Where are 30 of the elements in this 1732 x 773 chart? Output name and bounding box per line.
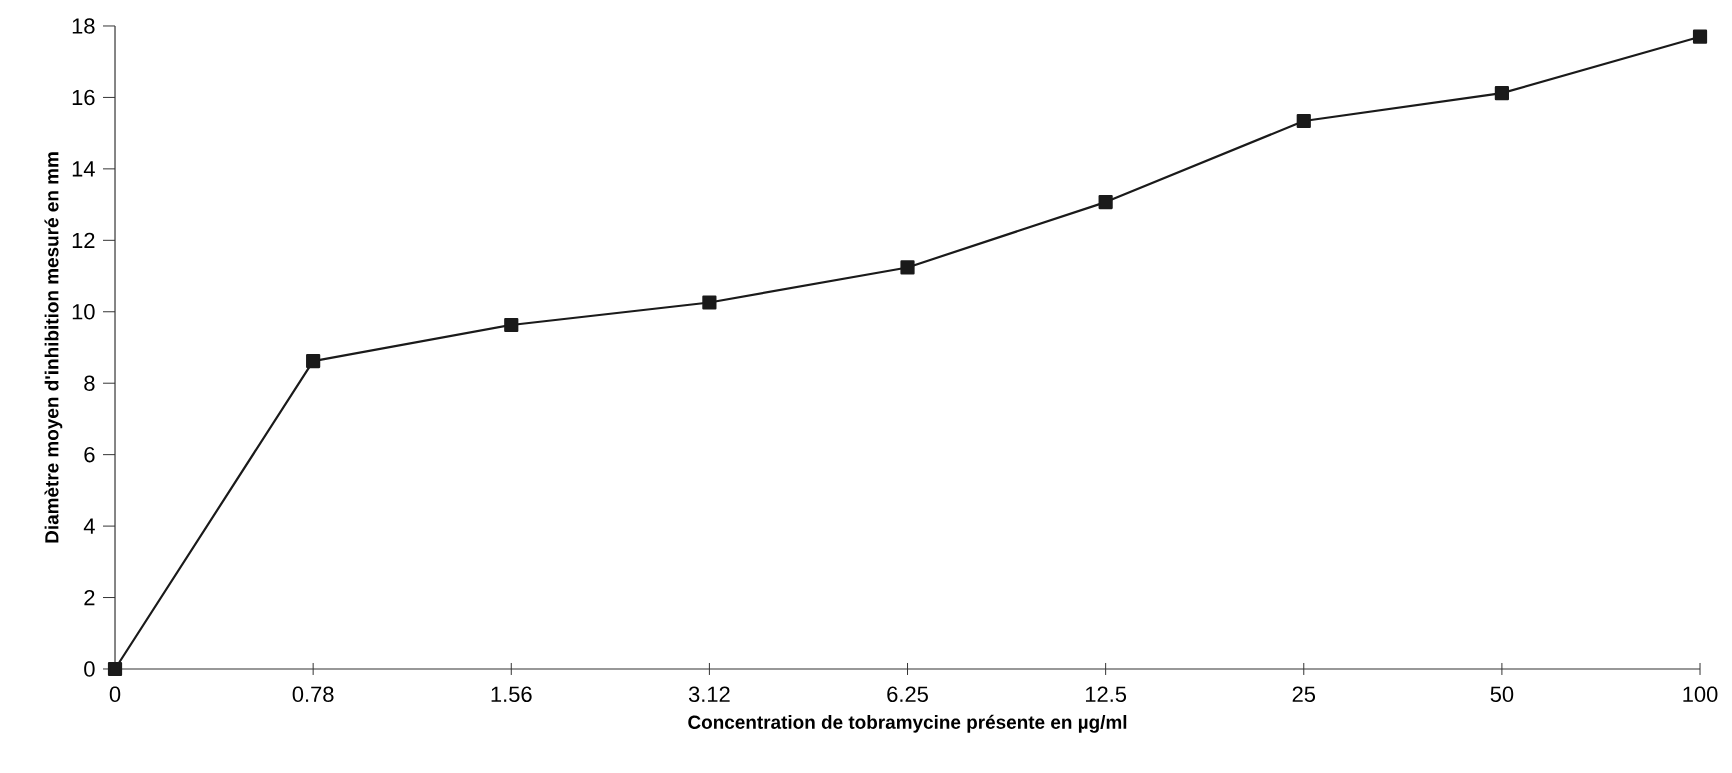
point [1494, 86, 1509, 101]
y-tick-label: 16 [72, 89, 95, 106]
y-tick-label: 14 [72, 161, 95, 177]
x-axis-title: Concentration de tobramycine présente en µg/ml [688, 714, 1127, 733]
y-tick-label: 2 [84, 589, 95, 606]
y-tick-label: 6 [84, 446, 95, 463]
x-tick-label: 12.5 [1085, 686, 1127, 703]
x-tick-label: 6.25 [887, 686, 928, 703]
point [1692, 29, 1708, 44]
point [107, 661, 123, 677]
y-tick-label: 8 [84, 375, 95, 391]
point [504, 317, 519, 333]
y-tick-label: 0 [84, 661, 95, 677]
x-tick-label: 0 [109, 686, 121, 703]
x-tick-label: 1.56 [491, 686, 532, 703]
point [1296, 113, 1311, 129]
point [306, 353, 321, 369]
point [900, 260, 915, 275]
x-tick-label: 25 [1292, 686, 1316, 703]
y-axis-title: Diamètre moyen d'inhibition mesuré en mm [44, 152, 63, 543]
x-tick-label: 50 [1490, 686, 1514, 703]
point [1098, 194, 1113, 210]
y-tick-label: 10 [72, 303, 95, 320]
x-tick-label: 100 [1683, 686, 1718, 703]
y-tick-label: 18 [72, 18, 95, 34]
x-tick-label: 0.78 [292, 686, 334, 703]
y-tick-label: 4 [83, 518, 95, 534]
point [702, 295, 717, 310]
y-tick-label: 12 [72, 232, 95, 248]
x-tick-label: 3.12 [688, 686, 730, 703]
